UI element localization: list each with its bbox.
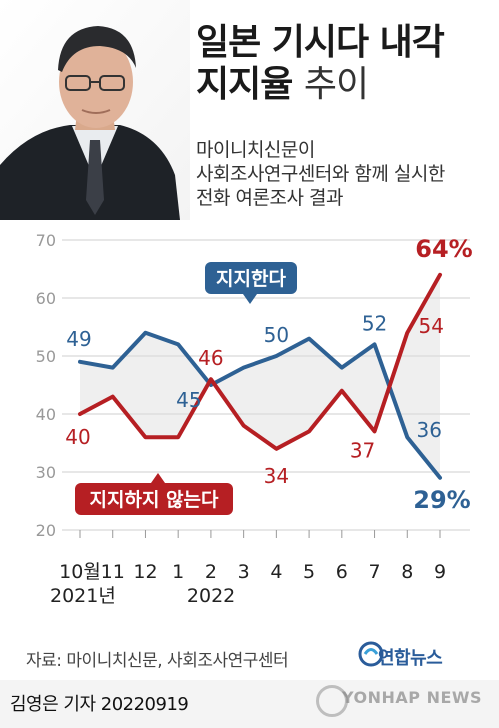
title-line-1: 일본 기시다 내각 xyxy=(196,22,445,63)
data-label-series-2: 64% xyxy=(415,235,472,263)
x-tick-label: 7 xyxy=(368,561,380,583)
legend-support-pointer xyxy=(243,294,257,304)
x-tick-label: 6 xyxy=(336,561,348,583)
reporter-credit: 김영은 기자 20220919 xyxy=(10,694,189,715)
subtitle-line-1: 마이니치신문이 xyxy=(196,139,315,161)
chart-subtitle: 마이니치신문이 사회조사연구센터와 함께 실시한 전화 여론조사 결과 xyxy=(196,138,445,210)
series-line-2 xyxy=(78,272,442,451)
x-year-label: 2021년 xyxy=(50,585,116,607)
data-label-series-1: 49 xyxy=(66,327,91,351)
x-tick-label: 12 xyxy=(133,561,157,583)
x-tick-label: 2 xyxy=(205,561,217,583)
data-label-series-2: 34 xyxy=(264,464,289,488)
legend-oppose-box xyxy=(75,483,233,515)
x-tick-label: 3 xyxy=(238,561,250,583)
legend-oppose-pointer xyxy=(151,473,165,483)
subtitle-line-2: 사회조사연구센터와 함께 실시한 xyxy=(196,163,445,185)
series-line-1 xyxy=(78,330,442,480)
x-tick-label: 4 xyxy=(270,561,282,583)
y-tick-label: 60 xyxy=(36,289,56,308)
watermark-icon xyxy=(316,685,348,717)
y-tick-label: 40 xyxy=(36,405,56,424)
data-label-series-2: 37 xyxy=(350,438,375,462)
chart-title: 일본 기시다 내각 지지율 추이 xyxy=(196,22,445,106)
legend-oppose-text: 지지하지 않는다 xyxy=(90,489,219,511)
subtitle-line-3: 전화 여론조사 결과 xyxy=(196,187,343,209)
legend-support-text: 지지한다 xyxy=(216,268,286,290)
footer-bar xyxy=(0,680,499,728)
data-label-series-2: 40 xyxy=(65,425,90,449)
politician-portrait xyxy=(0,0,190,220)
y-tick-label: 20 xyxy=(36,521,56,540)
data-label-series-1: 45 xyxy=(176,388,201,412)
y-tick-label: 70 xyxy=(36,231,56,250)
x-tick-label: 1 xyxy=(172,561,184,583)
x-tick-label: 10월 xyxy=(59,561,101,583)
legend-support-box xyxy=(205,262,297,294)
data-label-series-1: 36 xyxy=(417,418,442,442)
x-year-label: 2022 xyxy=(187,585,235,607)
yonhap-logo-text: 연합뉴스 xyxy=(378,648,443,669)
y-tick-label: 50 xyxy=(36,347,56,366)
x-tick-label: 8 xyxy=(401,561,413,583)
watermark-text: YONHAP NEWS xyxy=(342,688,483,707)
y-tick-label: 30 xyxy=(36,463,56,482)
data-label-series-1: 50 xyxy=(264,323,289,347)
x-tick-label: 11 xyxy=(101,561,125,583)
data-label-series-1: 29% xyxy=(413,486,470,514)
yonhap-logo xyxy=(358,641,384,667)
source-note: 자료: 마이니치신문, 사회조사연구센터 xyxy=(26,651,289,671)
x-tick-label: 5 xyxy=(303,561,315,583)
series-gap-band xyxy=(80,274,440,478)
title-line-2: 지지율 추이 xyxy=(196,64,444,106)
data-label-series-1: 52 xyxy=(362,311,387,335)
title-line-2-light: 추이 xyxy=(303,64,369,105)
data-label-series-2: 54 xyxy=(419,314,444,338)
x-tick-label: 9 xyxy=(434,561,446,583)
data-label-series-2: 46 xyxy=(198,346,223,370)
title-line-2-bold: 지지율 xyxy=(196,64,293,105)
